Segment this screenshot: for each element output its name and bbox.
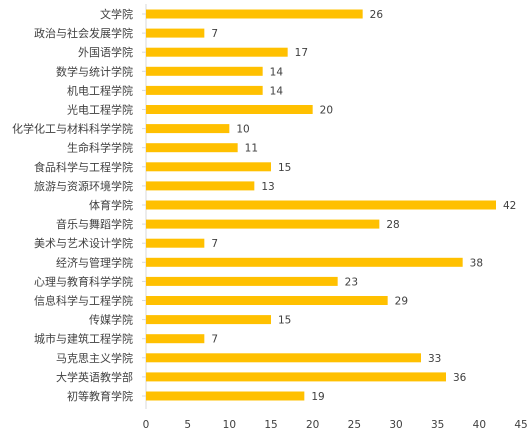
category-label: 文学院	[100, 7, 133, 21]
bar	[146, 181, 255, 191]
data-label: 36	[453, 372, 467, 384]
bar	[146, 372, 446, 382]
category-label: 生命科学学院	[67, 141, 133, 155]
x-tick-label: 5	[184, 419, 191, 431]
category-label: 政治与社会发展学院	[34, 26, 133, 40]
bar	[146, 47, 288, 57]
category-label: 光电工程学院	[67, 103, 133, 117]
category-label: 美术与艺术设计学院	[34, 236, 133, 250]
category-label: 初等教育学院	[67, 389, 133, 403]
category-label: 旅游与资源环境学院	[34, 179, 133, 193]
data-label: 28	[386, 219, 399, 231]
data-label: 7	[211, 28, 218, 40]
bar	[146, 391, 305, 401]
data-label: 10	[236, 124, 249, 136]
category-label: 信息科学与工程学院	[34, 294, 133, 308]
x-tick-label: 45	[514, 419, 527, 431]
x-tick-label: 25	[348, 419, 361, 431]
category-label: 经济与管理学院	[56, 255, 133, 269]
x-tick-label: 30	[389, 419, 402, 431]
category-label: 数学与统计学院	[56, 64, 133, 78]
bar	[146, 334, 205, 344]
bar	[146, 105, 313, 114]
data-label: 13	[261, 181, 274, 193]
data-label: 15	[278, 162, 291, 174]
bar	[146, 219, 380, 229]
data-label: 17	[295, 47, 308, 59]
category-label: 机电工程学院	[67, 83, 133, 97]
data-label: 38	[470, 257, 483, 269]
x-tick-label: 10	[223, 419, 236, 431]
data-label: 23	[345, 276, 358, 288]
data-label: 26	[370, 9, 384, 21]
bar	[146, 296, 388, 305]
category-label: 城市与建筑工程学院	[34, 332, 133, 346]
x-tick-label: 0	[143, 419, 150, 431]
data-label: 33	[428, 353, 441, 365]
bar	[146, 28, 205, 38]
category-label: 传媒学院	[89, 313, 133, 327]
category-label: 大学英语教学部	[56, 370, 133, 384]
data-label: 20	[320, 105, 333, 117]
category-label: 体育学院	[89, 198, 133, 212]
data-label: 15	[278, 315, 291, 327]
category-label: 食品科学与工程学院	[34, 160, 133, 174]
data-label: 19	[311, 391, 324, 403]
x-tick-label: 35	[431, 419, 444, 431]
bar	[146, 162, 271, 172]
data-label: 14	[270, 85, 284, 97]
x-tick-label: 40	[473, 419, 486, 431]
data-label: 42	[503, 200, 516, 212]
data-label: 14	[270, 66, 284, 78]
bar	[146, 85, 263, 95]
bar	[146, 200, 496, 210]
bar	[146, 143, 238, 153]
bar	[146, 257, 463, 267]
bar	[146, 238, 205, 248]
category-label: 外国语学院	[78, 45, 133, 59]
x-tick-label: 20	[306, 419, 319, 431]
bar	[146, 66, 263, 76]
bar	[146, 9, 363, 19]
category-label: 马克思主义学院	[56, 351, 133, 365]
data-label: 7	[211, 238, 218, 250]
bar	[146, 315, 271, 325]
category-label: 心理与教育科学学院	[34, 274, 133, 288]
data-label: 11	[245, 143, 258, 155]
data-label: 29	[395, 296, 408, 308]
category-label: 化学化工与材料科学学院	[12, 122, 133, 136]
bar	[146, 276, 338, 286]
x-tick-label: 15	[264, 419, 277, 431]
bar	[146, 124, 230, 134]
category-label: 音乐与舞蹈学院	[56, 217, 133, 231]
data-label: 7	[211, 334, 218, 346]
bar	[146, 353, 421, 363]
